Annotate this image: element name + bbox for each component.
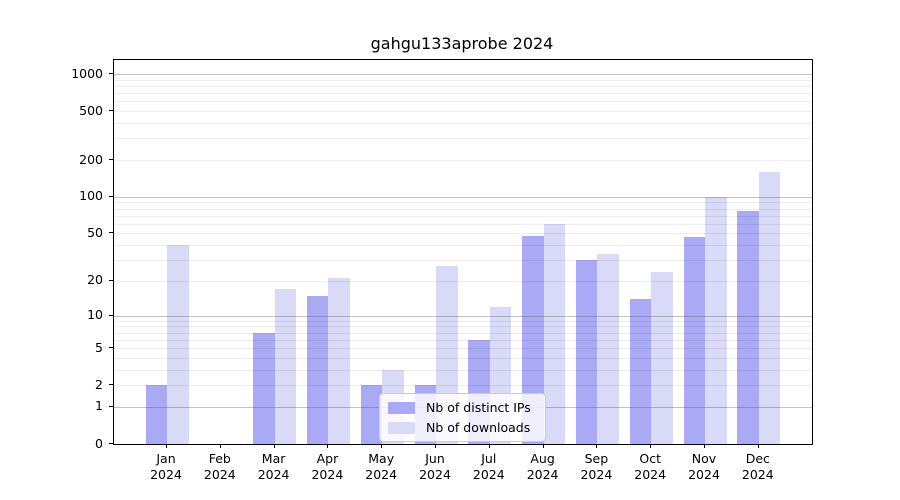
x-tick-label-mar: Mar 2024 [257, 451, 290, 482]
x-tick-mark-may [381, 444, 383, 448]
bar-distinct-ips-mar [253, 332, 275, 444]
legend-item-distinct-ips: Nb of distinct IPs [388, 400, 531, 415]
y-tick-mark-50 [109, 232, 113, 234]
x-tick-mark-nov [704, 444, 705, 448]
bar-downloads-dec [758, 171, 781, 444]
y-tick-label-200: 200 [79, 151, 103, 167]
y-tick-mark-100 [109, 195, 113, 197]
x-tick-label-apr: Apr 2024 [311, 451, 344, 482]
x-tick-mark-jul [488, 444, 490, 448]
legend-item-downloads: Nb of downloads [388, 420, 531, 435]
plot-area: Nb of distinct IPs Nb of downloads [113, 59, 813, 445]
x-tick-label-nov: Nov 2024 [688, 451, 720, 482]
y-tick-mark-5 [109, 347, 113, 349]
bar-downloads-sep [597, 253, 619, 444]
y-tick-mark-500 [109, 110, 113, 112]
x-tick-label-dec: Dec 2024 [741, 451, 774, 482]
bar-downloads-apr [328, 278, 350, 444]
legend: Nb of distinct IPs Nb of downloads [379, 393, 546, 442]
bar-downloads-oct [651, 271, 673, 444]
bar-downloads-mar [274, 289, 297, 444]
y-tick-label-0: 0 [95, 435, 103, 451]
bar-distinct-ips-oct [629, 299, 652, 444]
y-tick-mark-200 [109, 159, 113, 161]
y-tick-mark-0 [109, 443, 113, 444]
legend-swatch-distinct-ips [388, 401, 415, 414]
x-tick-mark-aug [542, 444, 544, 448]
y-tick-mark-1000 [109, 73, 113, 75]
x-tick-mark-sep [596, 444, 598, 448]
bar-downloads-aug [543, 223, 566, 444]
chart-title: gahgu133aprobe 2024 [370, 34, 554, 53]
y-tick-label-5: 5 [95, 339, 103, 355]
x-tick-mark-jun [435, 444, 436, 448]
x-tick-label-jul: Jul 2024 [472, 451, 505, 482]
y-tick-label-1000: 1000 [71, 65, 103, 81]
bar-distinct-ips-nov [683, 236, 705, 444]
bar-distinct-ips-sep [575, 260, 598, 444]
x-tick-label-jun: Jun 2024 [419, 451, 451, 482]
legend-swatch-downloads [388, 421, 415, 434]
y-tick-mark-1 [109, 405, 113, 407]
y-tick-mark-10 [109, 314, 113, 316]
y-tick-label-100: 100 [79, 188, 103, 204]
x-tick-mark-dec [757, 444, 759, 448]
y-tick-mark-20 [109, 279, 113, 281]
y-tick-label-20: 20 [87, 272, 103, 288]
bars-layer [114, 60, 812, 444]
bar-downloads-jan [167, 245, 189, 444]
x-tick-label-feb: Feb 2024 [203, 451, 236, 482]
y-tick-label-10: 10 [87, 307, 103, 323]
legend-label-distinct-ips: Nb of distinct IPs [426, 400, 531, 415]
bar-distinct-ips-dec [737, 210, 759, 444]
y-tick-label-500: 500 [79, 102, 103, 118]
y-tick-label-1: 1 [95, 398, 103, 414]
bar-distinct-ips-jan [145, 385, 167, 444]
y-tick-label-2: 2 [95, 376, 103, 392]
x-tick-mark-jan [166, 444, 167, 448]
x-tick-mark-feb [219, 444, 221, 448]
x-tick-label-sep: Sep 2024 [580, 451, 613, 482]
bar-distinct-ips-aug [522, 235, 544, 444]
bar-distinct-ips-apr [306, 295, 329, 444]
x-tick-label-may: May 2024 [365, 451, 398, 482]
y-tick-label-50: 50 [87, 224, 103, 240]
x-tick-label-oct: Oct 2024 [634, 451, 667, 482]
bar-distinct-ips-may [360, 385, 383, 444]
bar-downloads-nov [705, 196, 727, 444]
x-tick-mark-mar [273, 444, 275, 448]
y-tick-mark-2 [109, 384, 113, 386]
legend-label-downloads: Nb of downloads [426, 420, 531, 435]
x-tick-label-aug: Aug 2024 [526, 451, 559, 482]
x-tick-mark-apr [327, 444, 329, 448]
x-tick-mark-oct [650, 444, 652, 448]
x-tick-label-jan: Jan 2024 [150, 451, 182, 482]
